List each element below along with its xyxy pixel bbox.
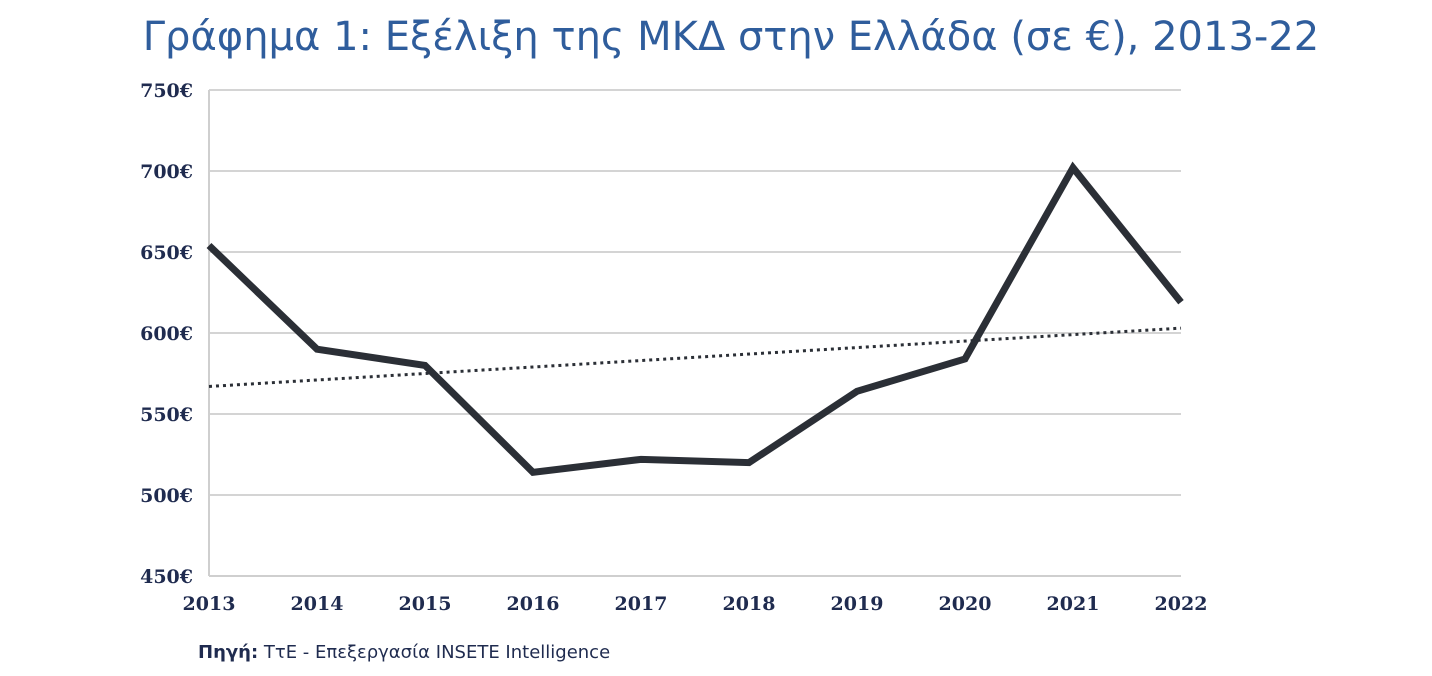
y-tick-label: 700€	[140, 161, 193, 183]
x-tick-label: 2019	[831, 593, 884, 615]
y-tick-label: 550€	[140, 404, 193, 426]
x-tick-label: 2018	[723, 593, 776, 615]
y-tick-label: 500€	[140, 485, 193, 507]
x-tick-label: 2022	[1155, 593, 1208, 615]
x-tick-label: 2020	[939, 593, 992, 615]
x-tick-label: 2016	[507, 593, 560, 615]
x-tick-label: 2013	[183, 593, 236, 615]
y-tick-label: 650€	[140, 242, 193, 264]
series-line	[206, 161, 1184, 476]
source-note: Πηγή: ΤτΕ - Επεξεργασία INSETE Intellige…	[198, 642, 610, 663]
y-tick-label: 600€	[140, 323, 193, 345]
y-tick-label: 450€	[140, 566, 193, 588]
x-tick-label: 2017	[615, 593, 668, 615]
source-text: ΤτΕ - Επεξεργασία INSETE Intelligence	[258, 642, 611, 663]
x-tick-label: 2021	[1047, 593, 1100, 615]
chart-title: Γράφημα 1: Εξέλιξη της ΜΚΔ στην Ελλάδα (…	[142, 14, 1320, 60]
x-tick-label: 2014	[291, 593, 344, 615]
y-tick-label: 750€	[140, 80, 193, 102]
source-label: Πηγή:	[198, 642, 259, 663]
line-chart: 450€ 500€ 550€ 600€ 650€ 700€ 750€ 2013 2014 2015…	[140, 80, 1208, 615]
trend-line	[208, 326, 1182, 388]
x-tick-label: 2015	[399, 593, 452, 615]
